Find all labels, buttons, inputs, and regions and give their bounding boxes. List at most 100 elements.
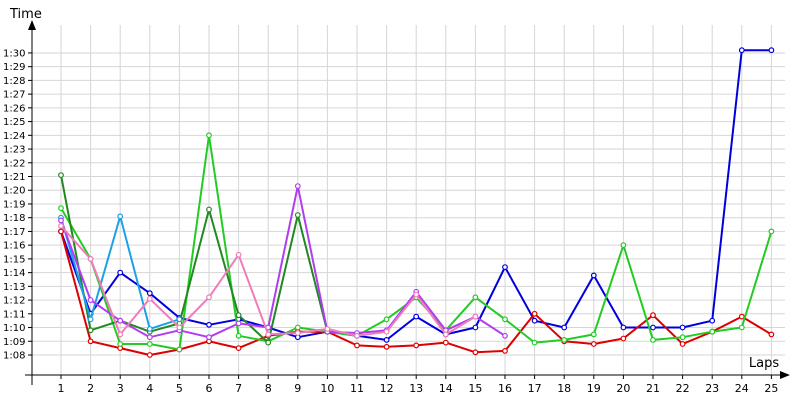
y-tick-label: 1:29 xyxy=(3,62,25,73)
y-axis-label: Time xyxy=(9,7,42,22)
x-tick-label: 6 xyxy=(206,382,213,395)
data-point xyxy=(383,316,390,323)
x-tick-label: 18 xyxy=(557,382,571,395)
data-point xyxy=(235,312,242,319)
data-point xyxy=(117,331,124,338)
data-point xyxy=(561,324,568,331)
data-point xyxy=(650,337,656,343)
x-tick-label: 20 xyxy=(616,382,630,395)
y-tick-label: 1:28 xyxy=(3,76,25,87)
data-point xyxy=(768,228,775,235)
data-point xyxy=(235,345,242,352)
y-tick-label: 1:09 xyxy=(3,337,25,348)
data-point xyxy=(324,326,331,332)
x-axis-label: Laps xyxy=(749,356,779,371)
series-7 xyxy=(58,222,479,339)
x-tick-label: 23 xyxy=(705,382,719,395)
axes: Time Laps xyxy=(9,7,790,385)
data-point xyxy=(176,346,183,353)
x-tick-label: 9 xyxy=(294,382,301,395)
data-point xyxy=(294,212,301,218)
data-point xyxy=(146,352,153,358)
data-point xyxy=(442,339,449,346)
y-tick-label: 1:10 xyxy=(3,323,25,334)
x-tick-label: 19 xyxy=(587,382,601,395)
x-tick-label: 15 xyxy=(468,382,482,395)
x-tick-label: 17 xyxy=(528,382,542,395)
data-point xyxy=(265,331,272,338)
data-point xyxy=(620,335,627,342)
x-tick-label: 7 xyxy=(235,382,242,395)
x-tick-label: 10 xyxy=(320,382,334,395)
x-tick-label: 8 xyxy=(265,382,272,395)
data-point xyxy=(146,334,153,341)
data-point xyxy=(87,316,94,323)
y-tick-label: 1:21 xyxy=(3,172,25,183)
data-point xyxy=(590,341,597,347)
data-point xyxy=(294,330,301,336)
data-point xyxy=(146,326,153,332)
data-point xyxy=(590,331,597,338)
y-tick-label: 1:11 xyxy=(3,309,25,320)
data-point xyxy=(709,317,716,324)
data-point xyxy=(502,264,508,271)
data-point xyxy=(206,321,212,328)
x-tick-label: 21 xyxy=(646,382,660,395)
data-point xyxy=(768,331,775,338)
series-line xyxy=(60,174,329,344)
y-tick-label: 1:16 xyxy=(3,241,25,252)
data-point xyxy=(472,324,479,331)
data-point xyxy=(176,324,183,331)
x-tick-label: 22 xyxy=(676,382,690,395)
data-point xyxy=(531,339,538,346)
y-tick-label: 1:18 xyxy=(3,213,25,224)
y-tick-label: 1:08 xyxy=(3,351,25,362)
data-point xyxy=(531,317,538,324)
data-point xyxy=(176,316,183,323)
y-tick-label: 1:26 xyxy=(3,103,25,114)
x-tick-label: 11 xyxy=(350,382,364,395)
y-tick-label: 1:23 xyxy=(3,145,25,156)
data-point xyxy=(58,205,64,212)
data-point xyxy=(413,342,420,349)
data-point xyxy=(117,341,124,347)
x-tick-label: 16 xyxy=(498,382,512,395)
data-point xyxy=(265,339,272,346)
y-tick-label: 1:17 xyxy=(3,227,25,238)
data-point xyxy=(87,327,94,334)
x-tick-label: 13 xyxy=(409,382,423,395)
y-tick-label: 1:15 xyxy=(3,254,25,265)
data-point xyxy=(413,291,420,298)
data-point xyxy=(502,348,508,354)
data-point xyxy=(472,349,479,356)
y-tick-label: 1:13 xyxy=(3,282,25,293)
data-point xyxy=(117,317,124,324)
x-tick-label: 3 xyxy=(117,382,124,395)
y-tick-label: 1:24 xyxy=(3,131,25,142)
y-tick-label: 1:14 xyxy=(3,268,25,279)
data-point xyxy=(206,206,212,213)
y-tick-label: 1:19 xyxy=(3,199,25,210)
series-4 xyxy=(58,172,331,346)
data-point xyxy=(206,294,212,301)
data-point xyxy=(146,290,153,297)
x-tick-label: 12 xyxy=(380,382,394,395)
data-point xyxy=(235,251,242,258)
data-point xyxy=(58,222,64,229)
data-point xyxy=(58,217,64,224)
data-point xyxy=(383,328,390,335)
data-point xyxy=(442,331,449,338)
data-point xyxy=(472,294,479,301)
y-tick-label: 1:27 xyxy=(3,90,25,101)
data-point xyxy=(413,313,420,320)
data-point xyxy=(87,297,94,304)
data-point xyxy=(502,332,508,339)
y-tick-labels: 1:08 1:09 1:10 1:11 1:12 1:13 1:14 1:15 1:16 1:17… xyxy=(3,48,32,362)
data-point xyxy=(294,324,301,331)
data-point xyxy=(383,337,390,343)
data-point xyxy=(590,272,597,279)
data-point xyxy=(620,242,627,249)
data-point xyxy=(354,332,360,339)
data-point xyxy=(472,313,479,320)
